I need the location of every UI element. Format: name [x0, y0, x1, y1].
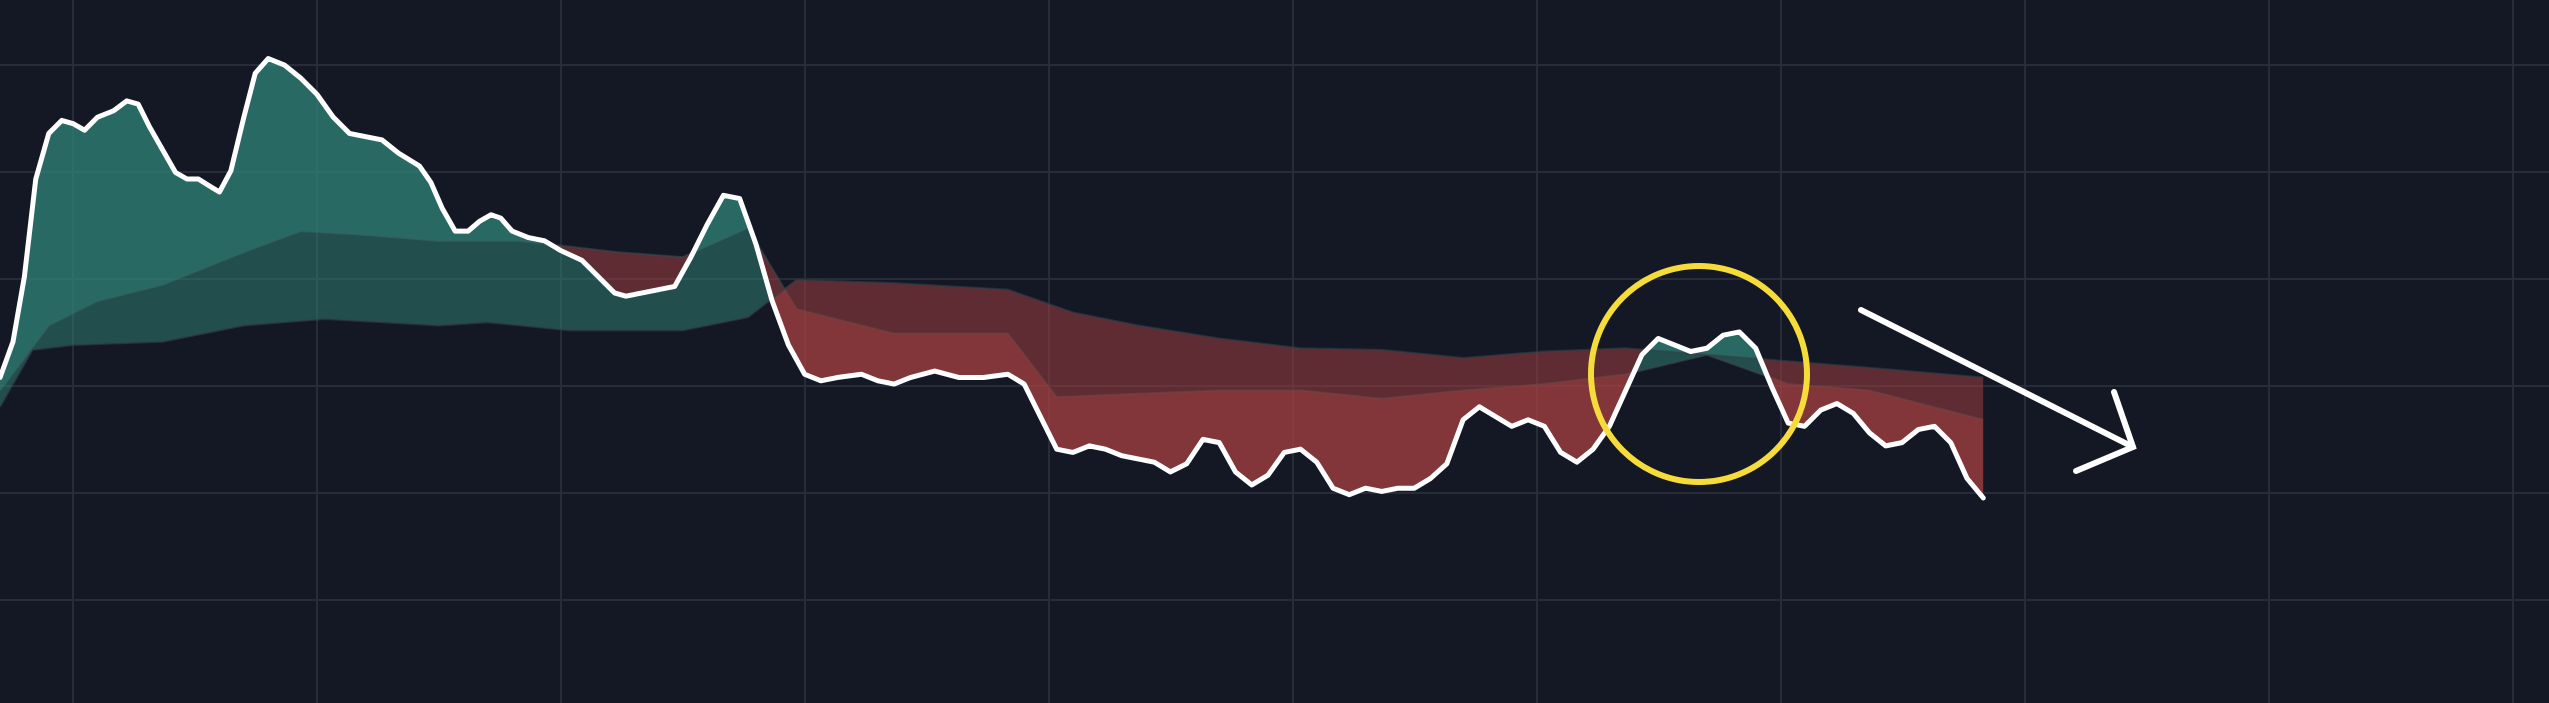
price-line [0, 56, 1986, 501]
down-fill [0, 279, 1984, 498]
fills [0, 58, 1984, 498]
lines [0, 56, 1986, 501]
arrow-head [2073, 389, 2137, 474]
trend-arrow [1858, 307, 2137, 474]
highlight-circle [1588, 263, 1810, 485]
average-line [0, 278, 1984, 408]
arrow-shaft [1858, 307, 2136, 450]
